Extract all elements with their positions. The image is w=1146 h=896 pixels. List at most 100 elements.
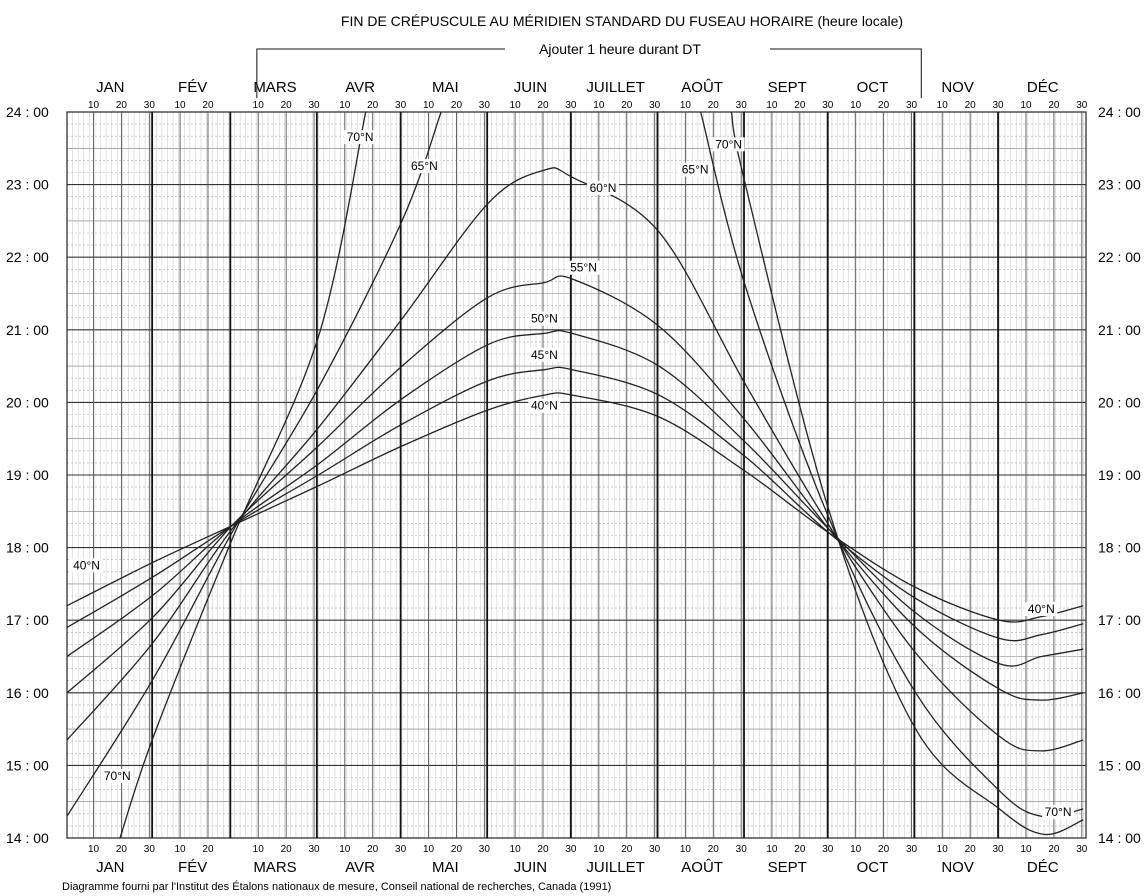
day-tick-label-top: 10	[1020, 100, 1032, 111]
hour-label-left: 23 : 00	[6, 177, 49, 193]
hour-label-right: 15 : 00	[1098, 757, 1141, 773]
day-tick-label-bottom: 10	[1020, 844, 1032, 855]
curve-45n	[67, 366, 1084, 642]
day-tick-label-top: 20	[202, 100, 214, 111]
day-tick-label-bottom: 10	[593, 844, 605, 855]
day-tick-label-bottom: 30	[144, 844, 156, 855]
day-tick-label-bottom: 10	[253, 844, 265, 855]
day-tick-label-top: 10	[253, 100, 265, 111]
hour-label-left: 22 : 00	[6, 249, 49, 265]
curve-label: 70°N	[715, 137, 742, 151]
day-tick-label-bottom: 10	[339, 844, 351, 855]
dst-note: Ajouter 1 heure durant DT	[539, 41, 701, 57]
dst-bracket-line	[256, 48, 922, 98]
day-tick-label-bottom: 30	[479, 844, 491, 855]
day-tick-label-top: 20	[1048, 100, 1060, 111]
day-tick-label-bottom: 20	[537, 844, 549, 855]
day-tick-label-bottom: 10	[510, 844, 522, 855]
curve-label-bg	[1025, 601, 1058, 616]
day-tick-label-top: 30	[649, 100, 661, 111]
day-tick-label-top: 20	[281, 100, 293, 111]
month-label-top: MARS	[253, 79, 296, 96]
day-tick-label-top: 10	[339, 100, 351, 111]
day-tick-label-top: 30	[822, 100, 834, 111]
curve-label: 60°N	[590, 181, 617, 195]
curve-label-bg	[344, 130, 377, 145]
day-tick-label-bottom: 10	[766, 844, 778, 855]
curve-label: 70°N	[104, 769, 131, 783]
hour-label-right: 20 : 00	[1098, 394, 1141, 410]
curve-label-bg	[1042, 805, 1075, 820]
curve-label: 65°N	[411, 159, 438, 173]
curve-label: 40°N	[1028, 602, 1055, 616]
day-tick-label-bottom: 30	[906, 844, 918, 855]
hour-label-right: 22 : 00	[1098, 249, 1141, 265]
day-tick-label-top: 20	[878, 100, 890, 111]
day-tick-label-top: 10	[937, 100, 949, 111]
day-tick-label-top: 20	[965, 100, 977, 111]
month-label-top: JAN	[96, 79, 124, 96]
day-tick-label-bottom: 10	[423, 844, 435, 855]
curve-labels: 40°N 40°N 45°N 50°N 40°N 55°N 60°N 65°N 65°N 70°N…	[70, 130, 1075, 820]
curve-label-bg	[408, 159, 441, 174]
month-label-bottom: AVR	[345, 859, 375, 876]
month-label-bottom: JUILLET	[586, 859, 644, 876]
curve-label-bg	[528, 398, 561, 413]
month-label-top: JUIN	[514, 79, 547, 96]
curve-label-bg	[70, 558, 103, 573]
day-tick-label-bottom: 20	[202, 844, 214, 855]
curve-65n	[67, 112, 442, 817]
day-tick-label-top: 10	[593, 100, 605, 111]
latitude-curves	[67, 112, 1084, 838]
hour-label-right: 21 : 00	[1098, 322, 1141, 338]
day-tick-label-bottom: 20	[367, 844, 379, 855]
month-label-bottom: MARS	[253, 859, 296, 876]
day-tick-label-top: 10	[510, 100, 522, 111]
hour-label-right: 14 : 00	[1098, 830, 1141, 846]
curve-label: 55°N	[570, 261, 597, 275]
day-tick-label-top: 30	[1076, 100, 1088, 111]
day-tick-label-top: 20	[116, 100, 128, 111]
hour-label-right: 24 : 00	[1098, 104, 1141, 120]
day-tick-label-bottom: 20	[1048, 844, 1060, 855]
month-label-bottom: MAI	[432, 859, 459, 876]
day-tick-label-bottom: 20	[451, 844, 463, 855]
day-tick-label-top: 30	[395, 100, 407, 111]
day-tick-label-top: 20	[708, 100, 720, 111]
curve-65n	[700, 112, 1084, 818]
day-tick-label-bottom: 10	[175, 844, 187, 855]
curve-label-bg	[528, 311, 561, 326]
curve-label-bg	[528, 347, 561, 362]
hour-label-right: 18 : 00	[1098, 540, 1141, 556]
day-tick-label-bottom: 30	[1076, 844, 1088, 855]
day-tick-label-top: 10	[766, 100, 778, 111]
hour-label-right: 23 : 00	[1098, 177, 1141, 193]
month-label-bottom: AOÛT	[681, 859, 723, 876]
major-grid	[66, 111, 1087, 839]
day-tick-label-top: 30	[736, 100, 748, 111]
hour-label-left: 24 : 00	[6, 104, 49, 120]
day-tick-label-bottom: 20	[965, 844, 977, 855]
day-tick-label-top: 20	[451, 100, 463, 111]
month-label-top: AVR	[345, 79, 375, 96]
hour-label-left: 19 : 00	[6, 467, 49, 483]
hour-label-left: 20 : 00	[6, 394, 49, 410]
hour-label-left: 14 : 00	[6, 830, 49, 846]
day-tick-label-bottom: 20	[621, 844, 633, 855]
curve-label: 50°N	[531, 312, 558, 326]
day-tick-label-top: 10	[850, 100, 862, 111]
day-tick-label-bottom: 30	[395, 844, 407, 855]
day-tick-label-bottom: 20	[794, 844, 806, 855]
day-tick-label-top: 20	[621, 100, 633, 111]
hour-label-right: 19 : 00	[1098, 467, 1141, 483]
day-tick-label-top: 30	[565, 100, 577, 111]
day-tick-label-top: 30	[992, 100, 1004, 111]
curve-label-bg	[712, 137, 745, 152]
hour-label-left: 15 : 00	[6, 757, 49, 773]
curve-70n	[119, 112, 367, 838]
footer-credit: Diagramme fourni par l'Institut des Étal…	[62, 880, 611, 893]
dst-bracket: Ajouter 1 heure durant DT	[256, 41, 922, 98]
month-label-top: JUILLET	[586, 79, 644, 96]
day-tick-label-bottom: 30	[309, 844, 321, 855]
